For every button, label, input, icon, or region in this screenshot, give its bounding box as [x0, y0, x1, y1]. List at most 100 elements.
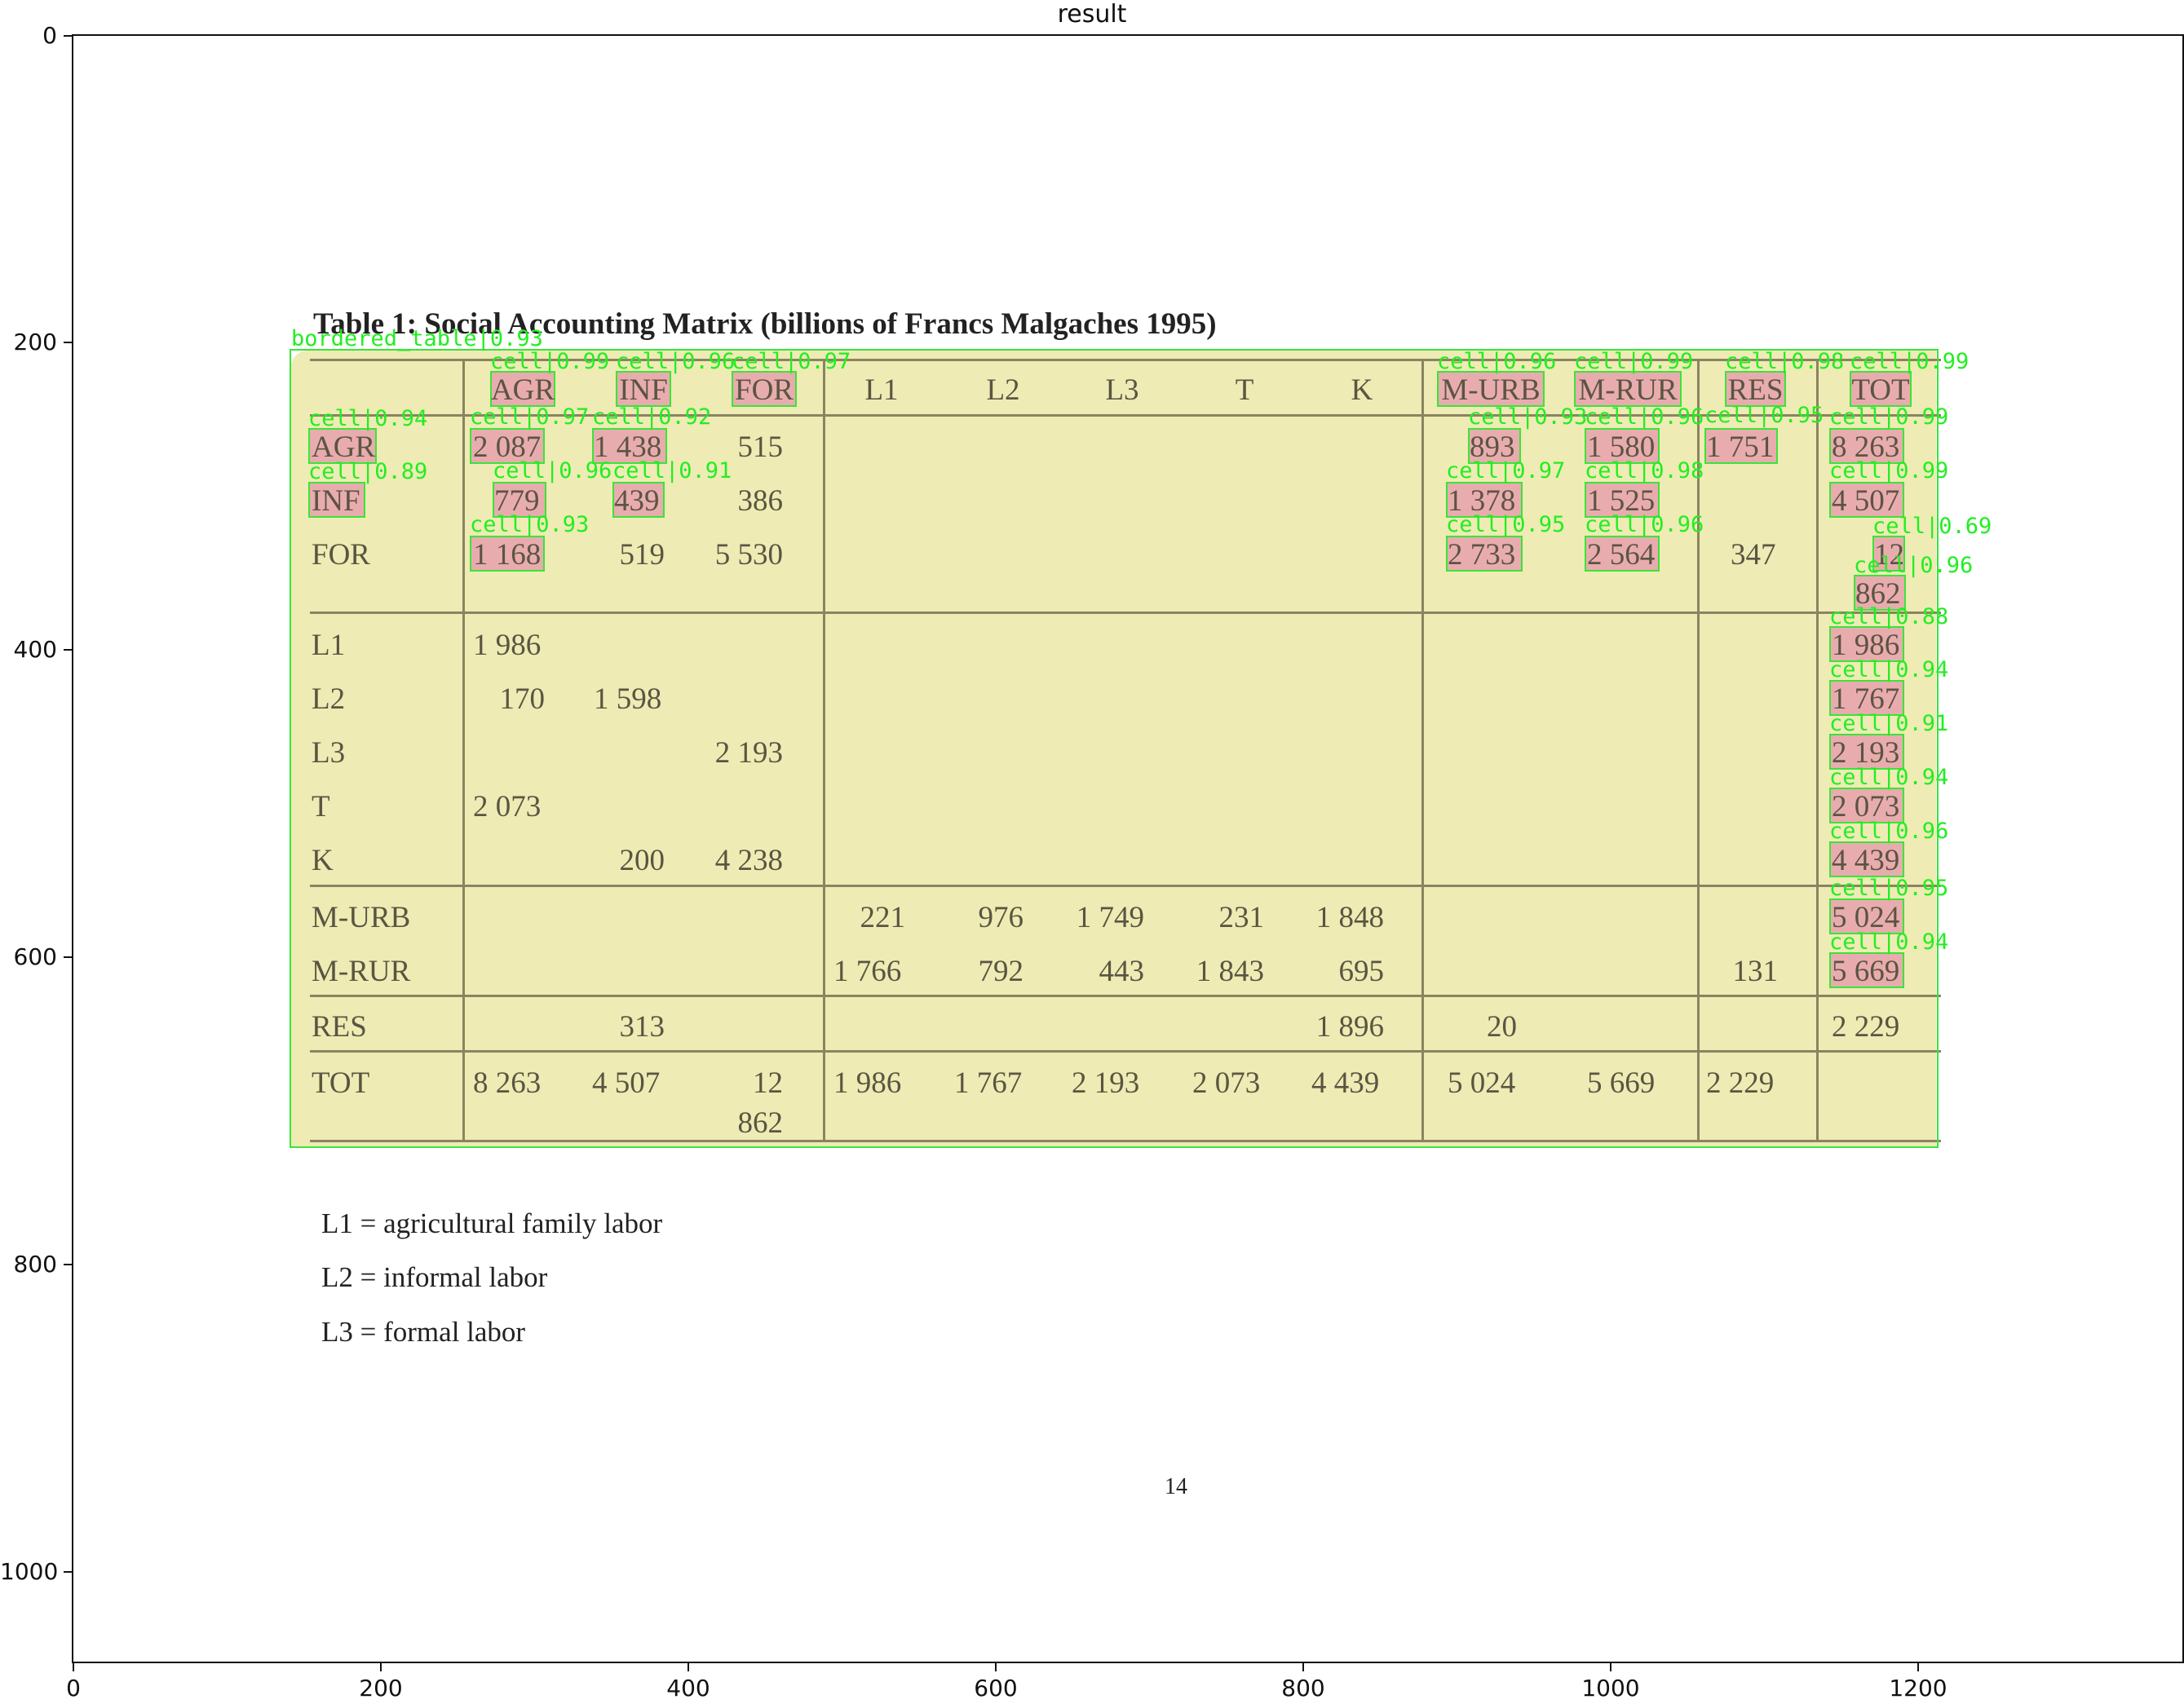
row-label-l2: L2: [312, 682, 346, 716]
detection-box: [612, 482, 665, 518]
table-cell: 1 986: [473, 629, 542, 662]
table-cell: 131: [1732, 955, 1779, 988]
detection-label: cell|0.97: [470, 404, 590, 430]
table-cell: 200: [619, 844, 665, 877]
row-label-k: K: [312, 844, 334, 877]
detection-box: [1468, 428, 1521, 464]
detection-box: [1446, 482, 1523, 518]
detection-box: [1446, 536, 1523, 572]
table-cell: 4 439: [1311, 1066, 1380, 1100]
detection-box: [1829, 841, 1904, 877]
x-tick: 0: [66, 1675, 81, 1702]
detection-box: [1829, 428, 1904, 464]
detection-box: [1585, 536, 1660, 572]
detection-box: [1437, 371, 1545, 407]
table-cell: 515: [737, 430, 784, 464]
table-cell: 386: [737, 484, 784, 518]
detection-label: cell|0.91: [1829, 711, 1949, 736]
table-cell: 12: [753, 1066, 783, 1100]
detection-label: cell|0.94: [1829, 765, 1949, 790]
column-header-agr: AGR: [490, 373, 555, 407]
page-number: 14: [1165, 1474, 1187, 1499]
table-cell: 4 507: [592, 1066, 661, 1100]
table-cell: 2 733: [1448, 538, 1516, 572]
detection-label: cell|0.96: [493, 458, 612, 483]
table-cell: 4 507: [1832, 484, 1900, 518]
detection-box: [470, 536, 545, 572]
table-cell: 862: [1855, 577, 1901, 611]
table-cell: 1 896: [1315, 1010, 1384, 1044]
y-tick: 0: [42, 22, 57, 49]
column-header-t: T: [1235, 373, 1254, 407]
table-cell: 2 229: [1832, 1010, 1900, 1044]
detection-box: [1725, 371, 1786, 407]
table-cell: 1 598: [594, 682, 662, 716]
detection-label: cell|0.94: [1829, 929, 1949, 955]
column-header-res: RES: [1727, 373, 1784, 407]
table-cell: 1 438: [594, 430, 662, 464]
table-cell: 695: [1338, 955, 1385, 988]
x-tick: 600: [974, 1675, 1018, 1702]
detection-box: [1829, 898, 1904, 934]
y-tick: 200: [13, 329, 57, 355]
row-label-l3: L3: [312, 736, 346, 770]
table-detection-label: bordered_table|0.93: [291, 326, 543, 351]
detection-label: cell|0.95: [1446, 512, 1566, 537]
table-cell: 2 087: [473, 430, 542, 464]
table-cell: 231: [1218, 901, 1265, 934]
x-tick: 400: [666, 1675, 710, 1702]
detection-label: cell|0.98: [1725, 349, 1845, 374]
table-cell: 1 843: [1196, 955, 1264, 988]
table-cell: 2 193: [1072, 1066, 1140, 1100]
table-cell: 8 263: [473, 1066, 542, 1100]
column-header-l3: L3: [1105, 373, 1139, 407]
table-cell: 313: [619, 1010, 665, 1044]
table-cell: 1 986: [1832, 629, 1900, 662]
detection-box: [1574, 371, 1682, 407]
detection-label: cell|0.95: [1829, 876, 1949, 901]
detection-label: cell|0.94: [308, 406, 428, 431]
detection-box: [1829, 680, 1904, 716]
row-label-agr: AGR: [312, 430, 376, 464]
detection-box: [308, 482, 365, 518]
y-tick: 1000: [0, 1558, 59, 1585]
table-cell: 5 669: [1587, 1066, 1656, 1100]
detection-label: cell|0.97: [732, 349, 851, 374]
table-cell: 4 439: [1832, 844, 1900, 877]
column-header-m-rur: M-RUR: [1578, 373, 1678, 407]
row-label-tot: TOT: [312, 1066, 370, 1100]
table-cell: 5 024: [1448, 1066, 1516, 1100]
row-label-l1: L1: [312, 629, 346, 662]
legend-line: L1 = agricultural family labor: [321, 1207, 663, 1239]
detection-label: cell|0.93: [1468, 404, 1588, 430]
table-cell: 170: [499, 682, 546, 716]
table-highlight: [291, 351, 1121, 1146]
table-cell: 443: [1099, 955, 1145, 988]
table-cell: 1 378: [1448, 484, 1516, 518]
detection-box: [1872, 536, 1905, 572]
detection-box: [1854, 575, 1906, 611]
detection-label: cell|0.94: [1829, 657, 1949, 682]
detection-label: cell|0.99: [1829, 404, 1949, 430]
table-cell: 221: [860, 901, 906, 934]
table-cell: 8 263: [1832, 430, 1900, 464]
legend-line: L2 = informal labor: [321, 1261, 548, 1293]
table-cell: 2 073: [1192, 1066, 1261, 1100]
row-label-inf: INF: [312, 484, 360, 518]
detection-label: cell|0.99: [1829, 458, 1949, 483]
table-cell: 1 580: [1587, 430, 1656, 464]
y-tick: 800: [13, 1251, 57, 1278]
y-tick: 400: [13, 636, 57, 663]
x-tick: 800: [1281, 1675, 1325, 1702]
x-tick: 1000: [1581, 1675, 1640, 1702]
detection-box: [1829, 788, 1904, 823]
x-tick: 1200: [1889, 1675, 1947, 1702]
table-cell: 1 168: [473, 538, 542, 572]
table-cell: 1 525: [1587, 484, 1656, 518]
table-cell: 976: [978, 901, 1024, 934]
detection-box: [1829, 734, 1904, 770]
detection-box: [490, 371, 555, 407]
figure-title: result: [1057, 0, 1127, 29]
detection-label: cell|0.98: [1585, 458, 1704, 483]
detection-label: cell|0.96: [616, 349, 736, 374]
